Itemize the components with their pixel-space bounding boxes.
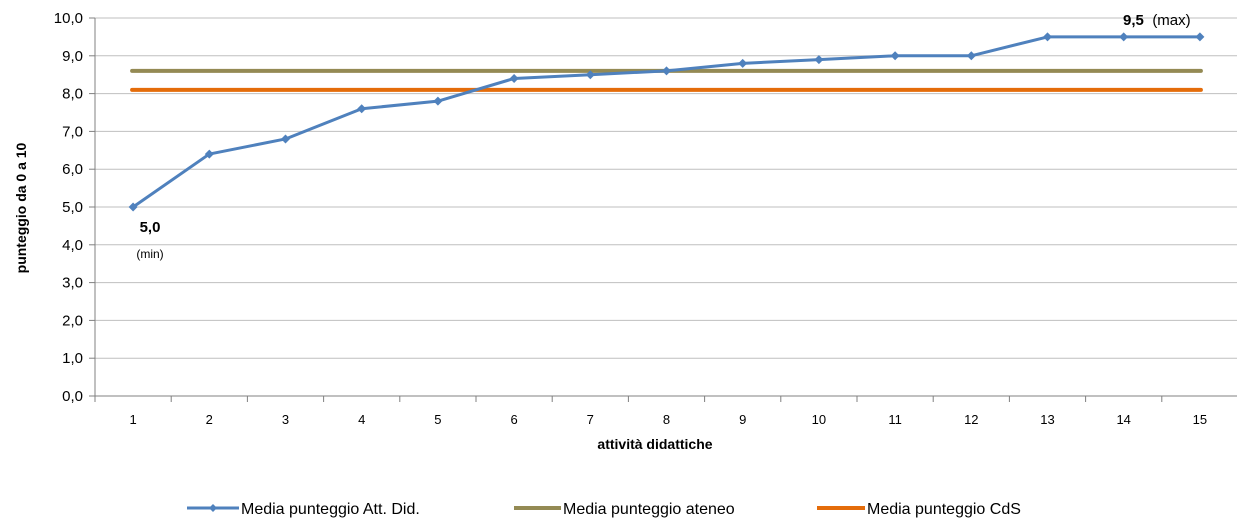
y-tick-label: 0,0 (62, 388, 83, 405)
data-point-att-did (433, 96, 443, 106)
x-tick-label: 10 (812, 412, 826, 427)
max-annotation-value: 9,5 (1123, 12, 1144, 29)
data-point-att-did (585, 70, 595, 80)
x-tick-label: 15 (1193, 412, 1207, 427)
data-point-att-did (281, 134, 290, 144)
x-tick-label: 14 (1116, 412, 1130, 427)
x-tick-label: 11 (888, 412, 902, 427)
legend-marker-att-did (209, 504, 217, 512)
x-tick-label: 5 (434, 412, 441, 427)
y-tick-label: 7,0 (62, 123, 83, 140)
data-point-att-did (1043, 32, 1052, 42)
legend-item-cds: Media punteggio CdS (817, 501, 1021, 518)
gridlines (95, 17, 1237, 397)
x-tick-label: 12 (964, 412, 978, 427)
x-tick-label: 7 (587, 412, 594, 427)
data-point-att-did (204, 149, 214, 159)
x-tick-label: 6 (510, 412, 517, 427)
data-point-att-did (1195, 32, 1205, 42)
data-point-att-did (738, 58, 748, 68)
x-tick-label: 2 (206, 412, 213, 427)
x-tick-label: 3 (282, 412, 289, 427)
series-lines (130, 35, 1203, 209)
x-tick-label: 13 (1040, 412, 1054, 427)
legend: Media punteggio Att. Did. Media punteggi… (187, 501, 1021, 518)
x-tick-label: 4 (358, 412, 365, 427)
y-axis: 0,0 1,0 2,0 3,0 4,0 5,0 6,0 7,0 8,0 9,0 10,0 (54, 10, 96, 405)
data-point-att-did (814, 55, 824, 65)
y-tick-label: 5,0 (62, 199, 83, 216)
legend-item-ateneo: Media punteggio ateneo (514, 501, 735, 518)
data-point-att-did (128, 202, 138, 212)
y-tick-label: 4,0 (62, 237, 83, 254)
y-tick-label: 8,0 (62, 86, 83, 103)
legend-label-att-did: Media punteggio Att. Did. (241, 501, 420, 518)
data-point-att-did (662, 66, 671, 76)
min-annotation-label: (min) (136, 247, 163, 261)
legend-label-cds: Media punteggio CdS (867, 501, 1021, 518)
y-tick-label: 10,0 (54, 10, 83, 27)
x-tick-label: 8 (663, 412, 670, 427)
x-tick-label: 9 (739, 412, 746, 427)
series-line-att-did (131, 35, 1202, 209)
max-annotation: 9,5 (max) (1123, 12, 1191, 29)
max-annotation-label: (max) (1152, 12, 1190, 29)
y-tick-label: 2,0 (62, 312, 83, 329)
markers (128, 32, 1205, 212)
x-tick-label: 1 (129, 412, 136, 427)
data-point-att-did (966, 51, 976, 61)
y-tick-label: 3,0 (62, 275, 83, 292)
data-point-att-did (890, 51, 900, 61)
min-annotation-value: 5,0 (140, 219, 161, 236)
x-axis-title: attività didattiche (597, 436, 712, 452)
data-point-att-did (509, 73, 519, 83)
legend-label-ateneo: Media punteggio ateneo (563, 501, 735, 518)
y-tick-label: 9,0 (62, 48, 83, 65)
y-axis-title: punteggio da 0 a 10 (13, 142, 29, 273)
data-point-att-did (1119, 32, 1129, 42)
y-tick-label: 6,0 (62, 161, 83, 178)
y-tick-label: 1,0 (62, 350, 83, 367)
x-axis: 1 2 3 4 5 6 7 8 9 10 11 12 13 14 15 (94, 395, 1237, 427)
legend-item-att-did: Media punteggio Att. Did. (187, 501, 420, 518)
data-point-att-did (357, 104, 367, 114)
